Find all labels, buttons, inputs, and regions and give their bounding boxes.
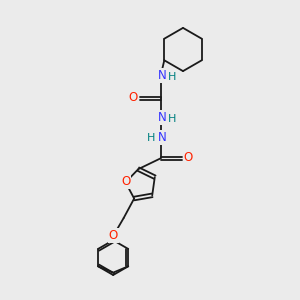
Text: N: N [158,69,166,82]
Text: H: H [146,133,155,143]
Text: O: O [109,229,118,242]
Text: O: O [184,151,193,164]
Text: H: H [168,71,176,82]
Text: N: N [158,131,166,144]
Text: N: N [158,111,166,124]
Text: O: O [121,175,130,188]
Text: H: H [168,113,176,124]
Text: O: O [128,91,137,104]
